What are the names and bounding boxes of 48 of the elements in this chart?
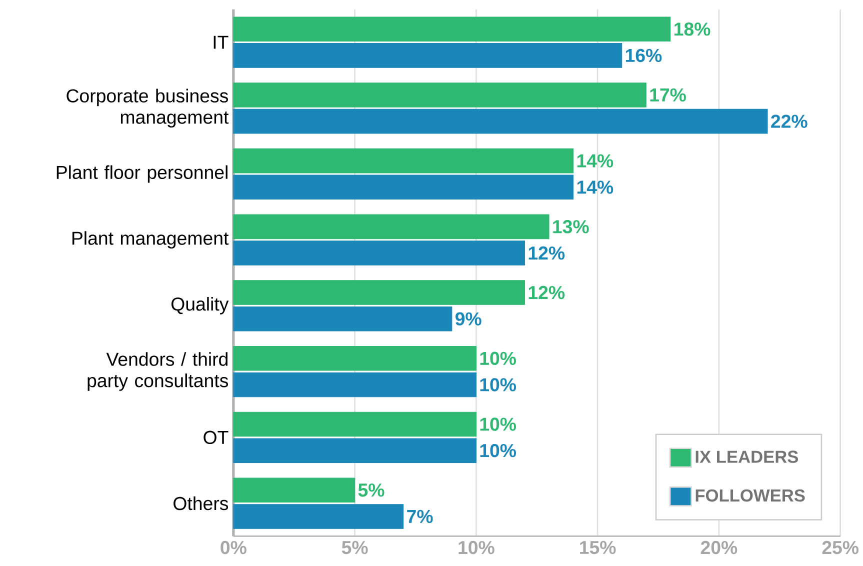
bar [233, 214, 550, 240]
y-tick-label: OT [204, 431, 228, 444]
data-label: 10% [480, 444, 516, 458]
data-label: 12% [528, 286, 565, 300]
bar [233, 16, 671, 42]
x-tick-label: 0% [220, 541, 246, 554]
bar [233, 346, 476, 371]
data-label: 10% [480, 352, 516, 366]
y-tick-label: Others [174, 496, 228, 510]
data-label: 13% [553, 220, 589, 234]
x-tick-label: 10% [458, 541, 494, 554]
bar [233, 174, 574, 200]
data-label: 22% [771, 114, 808, 128]
bar [233, 43, 622, 68]
bar [233, 109, 768, 134]
bar [233, 280, 526, 306]
x-tick-label: 5% [342, 541, 368, 554]
x-tick-label: 20% [700, 541, 738, 554]
bar [233, 504, 404, 530]
data-label: 5% [358, 484, 384, 497]
data-label: 17% [650, 88, 686, 102]
bar [233, 148, 574, 174]
bar [233, 478, 356, 503]
data-label: 16% [626, 49, 662, 62]
bar [233, 82, 646, 108]
data-label: 12% [528, 246, 565, 260]
bar [233, 306, 452, 332]
x-tick-label: 25% [822, 541, 859, 554]
data-label: 7% [407, 510, 433, 524]
x-tick-label: 15% [580, 541, 616, 554]
y-tick-label: Vendors / third party consultants [88, 352, 228, 392]
data-label: 9% [455, 312, 482, 326]
data-label: 10% [480, 378, 516, 392]
data-label: 14% [577, 180, 614, 194]
y-tick-label: Corporate business management [66, 88, 229, 128]
y-tick-label: Plant management [72, 231, 229, 249]
y-tick-label: Plant floor personnel [56, 166, 228, 183]
y-tick-label: IT [214, 36, 228, 49]
bar [233, 438, 476, 464]
legend-label: FOLLOWERS [696, 490, 805, 502]
bar [233, 240, 526, 266]
bar [233, 372, 476, 398]
legend-label: IX LEADERS [696, 450, 798, 464]
data-label: 10% [480, 418, 516, 432]
bar [233, 412, 476, 437]
y-tick-label: Quality [171, 297, 229, 315]
data-label: 14% [577, 154, 614, 168]
data-label: 18% [674, 22, 710, 36]
